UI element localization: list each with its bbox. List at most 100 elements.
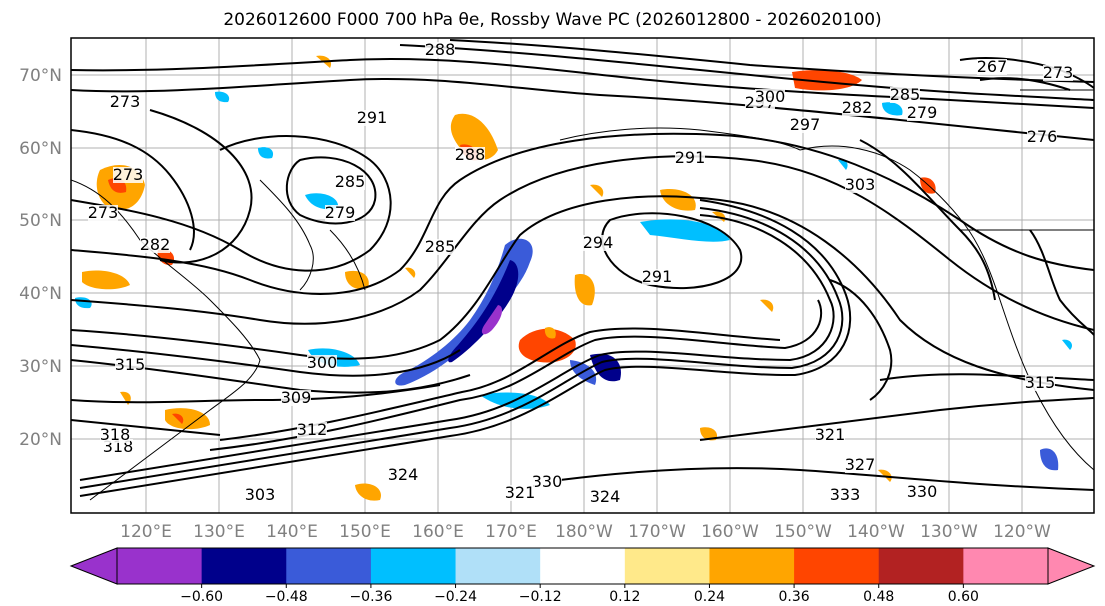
contour-label-background — [845, 177, 875, 193]
contour-label-background — [815, 427, 845, 443]
contour-label: 267 — [977, 57, 1008, 76]
colorbar-bin — [117, 548, 203, 584]
colorbar-frame — [116, 547, 1049, 585]
contour-label: 279 — [907, 103, 938, 122]
longitude-label: 130°W — [920, 522, 978, 542]
contour-label-background — [115, 357, 145, 373]
contour-label-background — [907, 105, 937, 121]
contour-label: 294 — [583, 233, 614, 252]
latitude-label: 70°N — [19, 66, 62, 86]
latitude-labels: 70°N 60°N 50°N 40°N 30°N 20°N — [19, 66, 62, 450]
contour-label: 273 — [1043, 63, 1074, 82]
contour-label: 285 — [335, 172, 366, 191]
contour-label-background — [505, 485, 535, 501]
contour-label-background — [245, 487, 275, 503]
contour-label: 330 — [532, 472, 563, 491]
contour-label-background — [100, 427, 130, 443]
contour-label: 315 — [115, 355, 146, 374]
contour-label-background — [455, 147, 485, 163]
contour-label-background — [790, 117, 820, 133]
colorbar-bin — [794, 548, 880, 584]
contour-label: 273 — [113, 165, 144, 184]
contour-label-background — [907, 484, 937, 500]
contour-label: 291 — [675, 148, 706, 167]
colorbar-tick-label: −0.24 — [434, 589, 477, 605]
contour-label: 303 — [245, 485, 276, 504]
colorbar-tick-label: 0.48 — [863, 589, 894, 605]
longitude-label: 140°W — [847, 522, 905, 542]
colorbar-tick-label: 0.36 — [779, 589, 810, 605]
longitude-label: 170°E — [485, 522, 537, 542]
contour-label: 282 — [842, 98, 873, 117]
contour-label-background — [583, 235, 613, 251]
contour-label: 273 — [88, 203, 119, 222]
colorbar-tick-labels: −0.60 −0.48 −0.36 −0.24 −0.12 0.12 0.24 0.36 0.4… — [180, 584, 979, 605]
contour-label-background — [842, 100, 872, 116]
longitude-labels: 120°E 130°E 140°E 150°E 160°E 170°E 180°W 170°W… — [120, 522, 1051, 542]
contour-label-background — [977, 59, 1007, 75]
colorbar-bin — [540, 548, 626, 584]
latitude-label: 20°N — [19, 430, 62, 450]
contour-label-background — [325, 205, 355, 221]
contour-label: 303 — [845, 175, 876, 194]
colorbar-under-extension — [69, 547, 118, 585]
colorbar-bin — [286, 548, 372, 584]
contour-label: 324 — [590, 487, 621, 506]
contour-label-background — [845, 457, 875, 473]
longitude-label: 160°E — [412, 522, 464, 542]
longitude-label: 170°W — [628, 522, 686, 542]
contour-label: 312 — [297, 420, 328, 439]
colorbar-tick-label: −0.60 — [180, 589, 223, 605]
contour-label: 321 — [815, 425, 846, 444]
colorbar-bin — [963, 548, 1049, 584]
colorbar-bin — [878, 548, 964, 584]
contour-label: 315 — [1025, 373, 1056, 392]
colorbar-bin — [709, 548, 795, 584]
contour-label-background — [140, 237, 170, 253]
contour-label-background — [675, 150, 705, 166]
contour-label: 327 — [845, 455, 876, 474]
colorbar-bin — [370, 548, 457, 584]
contour-label-background — [425, 239, 455, 255]
longitude-label: 160°W — [701, 522, 759, 542]
contour-label-background — [88, 205, 118, 221]
contour-label: 297 — [790, 115, 821, 134]
colorbar-bin — [624, 548, 710, 584]
contour-label-background — [357, 110, 387, 126]
contour-label: 288 — [455, 145, 486, 164]
contour-label-background — [307, 355, 337, 371]
contour-label: 279 — [325, 203, 356, 222]
contour-label: 330 — [907, 482, 938, 501]
colorbar-tick-label: −0.36 — [349, 589, 392, 605]
contour-label-background — [388, 467, 418, 483]
contour-label: 333 — [830, 485, 861, 504]
contour-label-background — [1043, 65, 1073, 81]
contour-label-background — [110, 94, 140, 110]
map-frame — [70, 37, 1095, 514]
colorbar — [69, 547, 1096, 585]
longitude-label: 120°E — [120, 522, 172, 542]
latitude-label: 60°N — [19, 139, 62, 159]
colorbar-over-extension — [1047, 547, 1096, 585]
contour-label-background — [590, 489, 620, 505]
latitude-label: 30°N — [19, 357, 62, 377]
positive-anomaly-shading — [82, 55, 936, 501]
contour-label: 291 — [642, 267, 673, 286]
contour-label-background — [425, 42, 455, 58]
contour-label: 285 — [425, 237, 456, 256]
contour-label-background — [642, 269, 672, 285]
contour-label: 318 — [100, 425, 131, 444]
latitude-label: 40°N — [19, 284, 62, 304]
colorbar-bin — [201, 548, 287, 584]
contour-label-background — [335, 174, 365, 190]
longitude-label: 150°W — [774, 522, 832, 542]
contour-label: 300 — [755, 87, 786, 106]
longitude-label: 120°W — [993, 522, 1051, 542]
longitude-label: 140°E — [266, 522, 318, 542]
colorbar-tick-label: 0.12 — [609, 589, 640, 605]
contour-label: 321 — [505, 483, 536, 502]
colorbar-bin — [455, 548, 541, 584]
coastlines — [71, 89, 1094, 501]
